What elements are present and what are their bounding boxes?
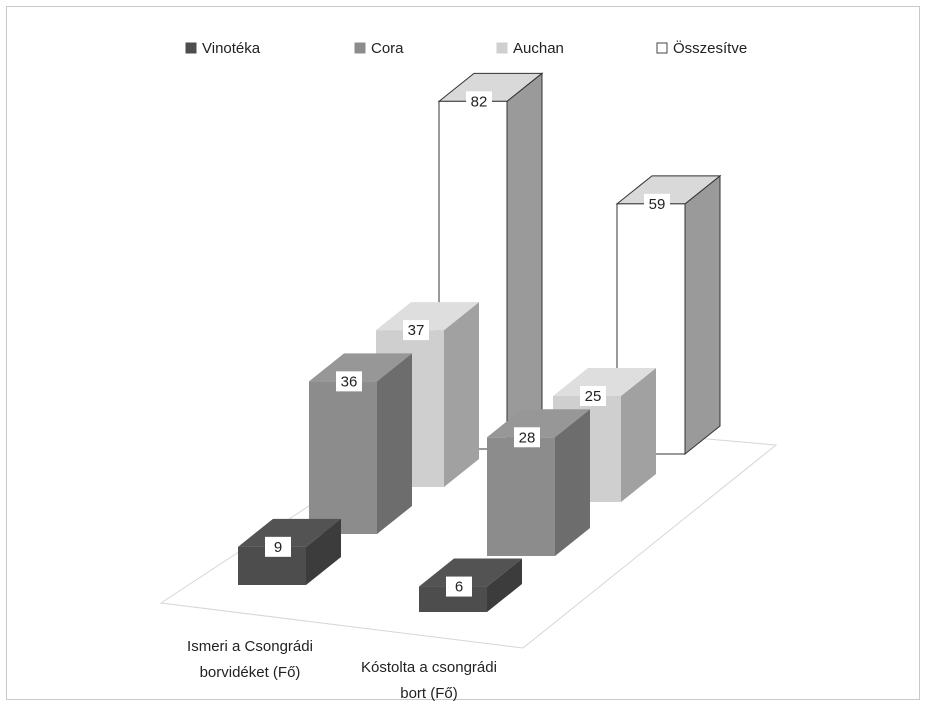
data-label-osszesitve-1: 82 xyxy=(471,93,488,110)
category-label-1-line-1: Ismeri a Csongrádi xyxy=(187,638,313,655)
legend-label-vinoteka: Vinotéka xyxy=(202,40,261,57)
legend-swatch-cora xyxy=(354,42,366,54)
data-label-cora-1: 36 xyxy=(341,373,358,390)
bar-top-cora-2 xyxy=(487,409,590,438)
data-label-cora-2: 28 xyxy=(519,429,536,446)
bar-front-cora-1 xyxy=(309,381,377,534)
data-label-bg-vinoteka-1 xyxy=(265,536,291,557)
bar-side-auchan-1 xyxy=(444,302,479,487)
bar-top-vinoteka-2 xyxy=(419,558,522,587)
category-label-2-line-1: Kóstolta a csongrádi xyxy=(361,659,497,676)
bar-vinoteka-1: 9 xyxy=(238,518,341,585)
data-label-bg-osszesitve-2 xyxy=(644,193,670,214)
legend-label-cora: Cora xyxy=(371,40,404,57)
bar-vinoteka-2: 6 xyxy=(419,558,522,612)
category-labels: Ismeri a Csongrádi borvidéket (Fő) Kóstolt… xyxy=(187,638,497,702)
data-label-vinoteka-1: 9 xyxy=(274,539,282,556)
bar-side-osszesitve-1 xyxy=(506,72,543,451)
bar-top-auchan-1 xyxy=(376,302,479,331)
bar-cora-1: 36 xyxy=(309,353,412,534)
category-label-1: Ismeri a Csongrádi borvidéket (Fő) xyxy=(187,638,313,681)
data-label-bg-cora-1 xyxy=(336,371,362,392)
category-label-2-line-2: bort (Fő) xyxy=(400,685,458,702)
legend-swatch-vinoteka xyxy=(185,42,197,54)
bar-side-vinoteka-1 xyxy=(306,518,341,585)
data-label-bg-auchan-2 xyxy=(580,386,606,406)
data-label-vinoteka-2: 6 xyxy=(455,579,463,596)
data-label-bg-cora-2 xyxy=(514,427,540,448)
bar-side-osszesitve-2 xyxy=(684,174,721,456)
category-label-2: Kóstolta a csongrádi bort (Fő) xyxy=(361,659,497,702)
data-label-auchan-1: 37 xyxy=(408,322,425,339)
legend-label-auchan: Auchan xyxy=(513,40,564,57)
data-label-bg-auchan-1 xyxy=(403,320,429,341)
bar-side-cora-2 xyxy=(555,409,590,556)
legend: Vinotéka Cora Auchan Összesítve xyxy=(185,39,747,57)
data-label-bg-vinoteka-2 xyxy=(446,576,472,597)
data-label-osszesitve-2: 59 xyxy=(649,196,666,213)
bar-front-cora-2 xyxy=(487,437,555,556)
bar-side-vinoteka-2 xyxy=(487,558,522,612)
category-label-1-line-2: borvidéket (Fő) xyxy=(200,664,301,681)
bar-top-vinoteka-1 xyxy=(238,518,341,547)
bars: 82 59 37 25 36 28 9 6 xyxy=(238,72,722,612)
bar-cora-2: 28 xyxy=(487,409,590,556)
bar-side-cora-1 xyxy=(377,353,412,534)
data-label-bg-osszesitve-1 xyxy=(466,91,492,112)
bar-side-auchan-2 xyxy=(621,368,656,502)
legend-swatch-osszesitve xyxy=(656,42,668,54)
bar-top-auchan-2 xyxy=(553,368,656,396)
legend-label-osszesitve: Összesítve xyxy=(673,39,747,57)
data-label-auchan-2: 25 xyxy=(585,388,602,405)
bar-top-cora-1 xyxy=(309,353,412,382)
legend-swatch-auchan xyxy=(496,42,508,54)
